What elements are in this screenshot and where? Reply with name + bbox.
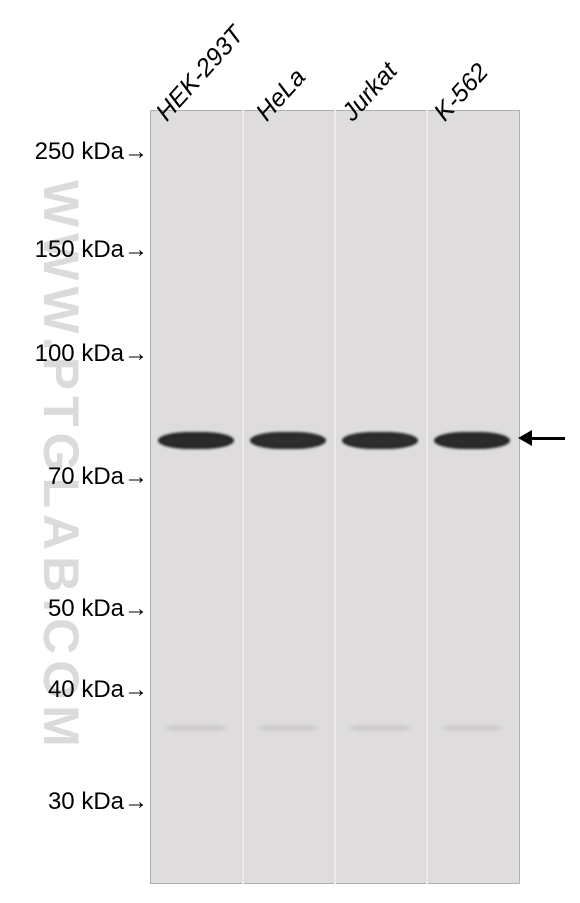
arrow-shaft bbox=[530, 437, 565, 440]
mw-marker-label: 150 kDa→ bbox=[0, 236, 148, 264]
arrow-head-icon bbox=[518, 430, 532, 446]
lane-divider bbox=[334, 110, 336, 884]
protein-band bbox=[158, 432, 234, 449]
faint-band bbox=[349, 725, 411, 731]
faint-band bbox=[165, 725, 227, 731]
faint-band bbox=[441, 725, 503, 731]
mw-marker-label: 250 kDa→ bbox=[0, 138, 148, 166]
lane-divider bbox=[242, 110, 244, 884]
mw-marker-label: 30 kDa→ bbox=[0, 788, 148, 816]
mw-marker-label: 40 kDa→ bbox=[0, 676, 148, 704]
mw-marker-label: 100 kDa→ bbox=[0, 340, 148, 368]
protein-band bbox=[250, 432, 326, 449]
protein-band bbox=[342, 432, 418, 449]
lane-divider bbox=[426, 110, 428, 884]
faint-band bbox=[257, 725, 319, 731]
mw-marker-label: 70 kDa→ bbox=[0, 463, 148, 491]
protein-band bbox=[434, 432, 510, 449]
mw-marker-label: 50 kDa→ bbox=[0, 595, 148, 623]
western-blot-figure: WWW.PTGLAB.COM HEK-293THeLaJurkatK-562 2… bbox=[0, 0, 580, 903]
